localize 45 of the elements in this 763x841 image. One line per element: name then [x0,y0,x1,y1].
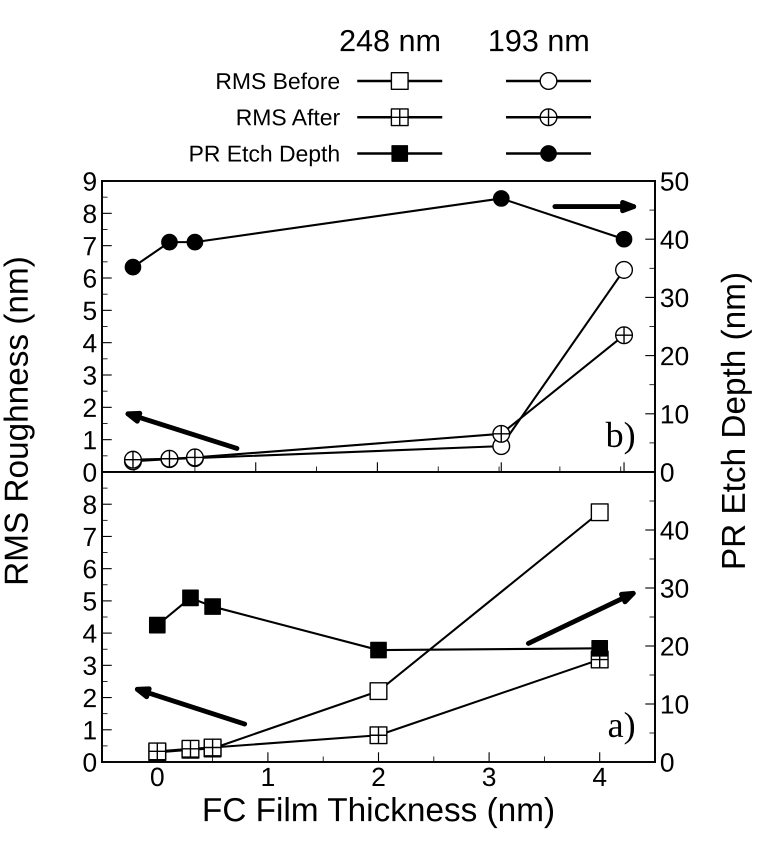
y2-tick-label: 30 [660,288,688,308]
y-tick-label: 7 [84,528,96,546]
y-tick-label: 9 [84,172,96,191]
y-tick-label: 7 [84,237,96,256]
legend-label: RMS After [238,108,340,126]
y2-tick-label: 0 [660,753,674,772]
y-tick-label: 2 [84,688,96,708]
x-tick-label: 3 [482,768,496,786]
annotation: a) [608,712,634,745]
y2-tick-label: 40 [660,521,688,540]
x-tick-label: 2 [372,768,385,786]
y-tick-label: 8 [84,495,96,514]
y-tick-label: 0 [83,753,96,772]
legend-title: 248 nm [340,30,439,52]
x-axis-title: FC Film Thickness (nm) [204,797,554,828]
y-tick-label: 6 [84,269,96,288]
y-tick-label: 1 [84,721,96,740]
legend-label: RMS Before [217,72,340,90]
annotation: b) [606,422,634,455]
y-tick-label: 3 [83,656,96,676]
x-tick-label: 4 [592,768,606,786]
y-tick-label: 4 [83,624,96,643]
legend-title: 193 nm [490,30,588,52]
y-tick-label: 8 [84,204,96,224]
y-tick-label: 5 [84,302,96,320]
y2-tick-label: 20 [661,637,688,656]
y2-tick-label: 20 [661,346,688,366]
y-tick-label: 3 [83,366,96,385]
y-tick-label: 6 [84,560,96,578]
legend-label: PR Etch Depth [190,144,339,166]
y2-tick-label: 40 [660,230,688,250]
y2-tick-label: 50 [660,172,688,191]
y-tick-label: 2 [84,398,96,417]
y2-tick-label: 10 [662,695,688,714]
y-tick-label: 1 [84,431,96,450]
y-tick-label: 5 [84,592,96,611]
y2-tick-label: 0 [660,463,674,482]
y-tick-label: 0 [83,463,96,482]
y2-tick-label: 10 [662,404,688,424]
y2-tick-label: 30 [660,579,688,598]
x-tick-label: 1 [262,768,274,786]
y-tick-label: 4 [83,334,96,352]
y2-axis-title: PR Etch Depth (nm) [720,274,752,568]
y-axis-title: RMS Roughness (nm) [4,258,35,584]
x-tick-label: 0 [150,768,164,786]
